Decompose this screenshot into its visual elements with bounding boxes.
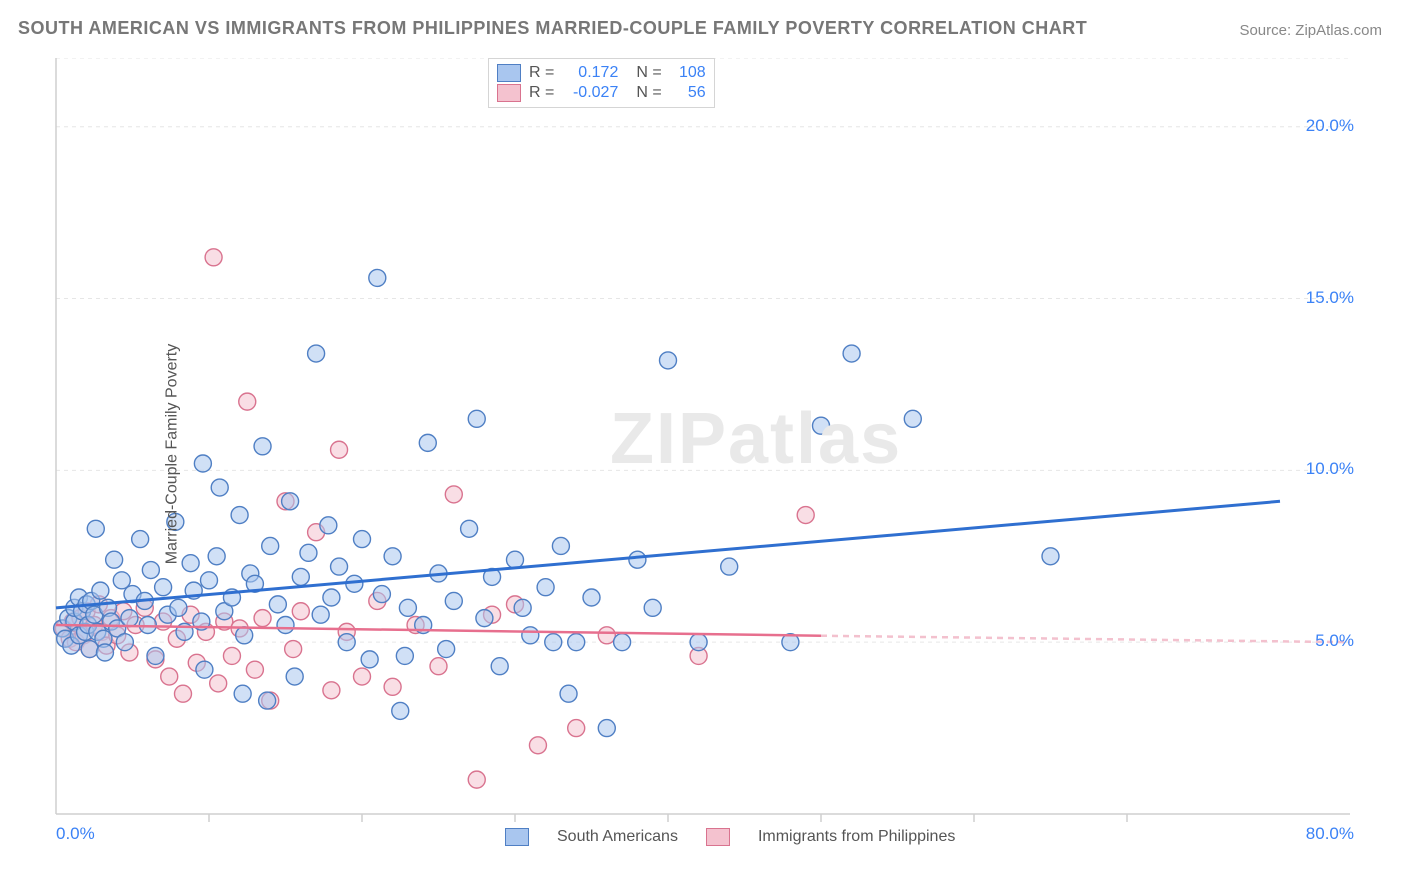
chart-title: SOUTH AMERICAN VS IMMIGRANTS FROM PHILIP… — [18, 18, 1087, 39]
legend-swatch-0 — [497, 64, 521, 82]
stat-n-label-0: N = — [636, 64, 661, 82]
series-legend: South Americans Immigrants from Philippi… — [505, 828, 955, 846]
x-tick-label: 80.0% — [1306, 824, 1354, 844]
y-tick-label: 10.0% — [1306, 459, 1354, 479]
stat-r-value-1: -0.027 — [562, 84, 618, 102]
bottom-swatch-1 — [706, 828, 730, 846]
source-attribution: Source: ZipAtlas.com — [1239, 22, 1382, 39]
stats-legend-row-1: R = -0.027 N = 56 — [495, 83, 708, 103]
stats-legend: R = 0.172 N = 108 R = -0.027 N = 56 — [488, 58, 715, 108]
y-tick-label: 5.0% — [1315, 631, 1354, 651]
stats-legend-row-0: R = 0.172 N = 108 — [495, 63, 708, 83]
stat-n-label-1: N = — [636, 84, 661, 102]
stat-n-value-0: 108 — [670, 64, 706, 82]
x-tick-label: 0.0% — [56, 824, 95, 844]
legend-swatch-1 — [497, 84, 521, 102]
stat-r-value-0: 0.172 — [562, 64, 618, 82]
series-name-1: Immigrants from Philippines — [758, 828, 955, 846]
bottom-swatch-0 — [505, 828, 529, 846]
chart-plot-area: Married-Couple Family Poverty ZIPatlas R… — [50, 58, 1360, 850]
y-tick-label: 15.0% — [1306, 288, 1354, 308]
y-tick-label: 20.0% — [1306, 116, 1354, 136]
y-axis-label: Married-Couple Family Poverty — [163, 344, 181, 565]
series-name-0: South Americans — [557, 828, 678, 846]
stat-n-value-1: 56 — [670, 84, 706, 102]
stat-r-label-1: R = — [529, 84, 554, 102]
stat-r-label-0: R = — [529, 64, 554, 82]
scatter-chart-svg — [50, 58, 1360, 850]
